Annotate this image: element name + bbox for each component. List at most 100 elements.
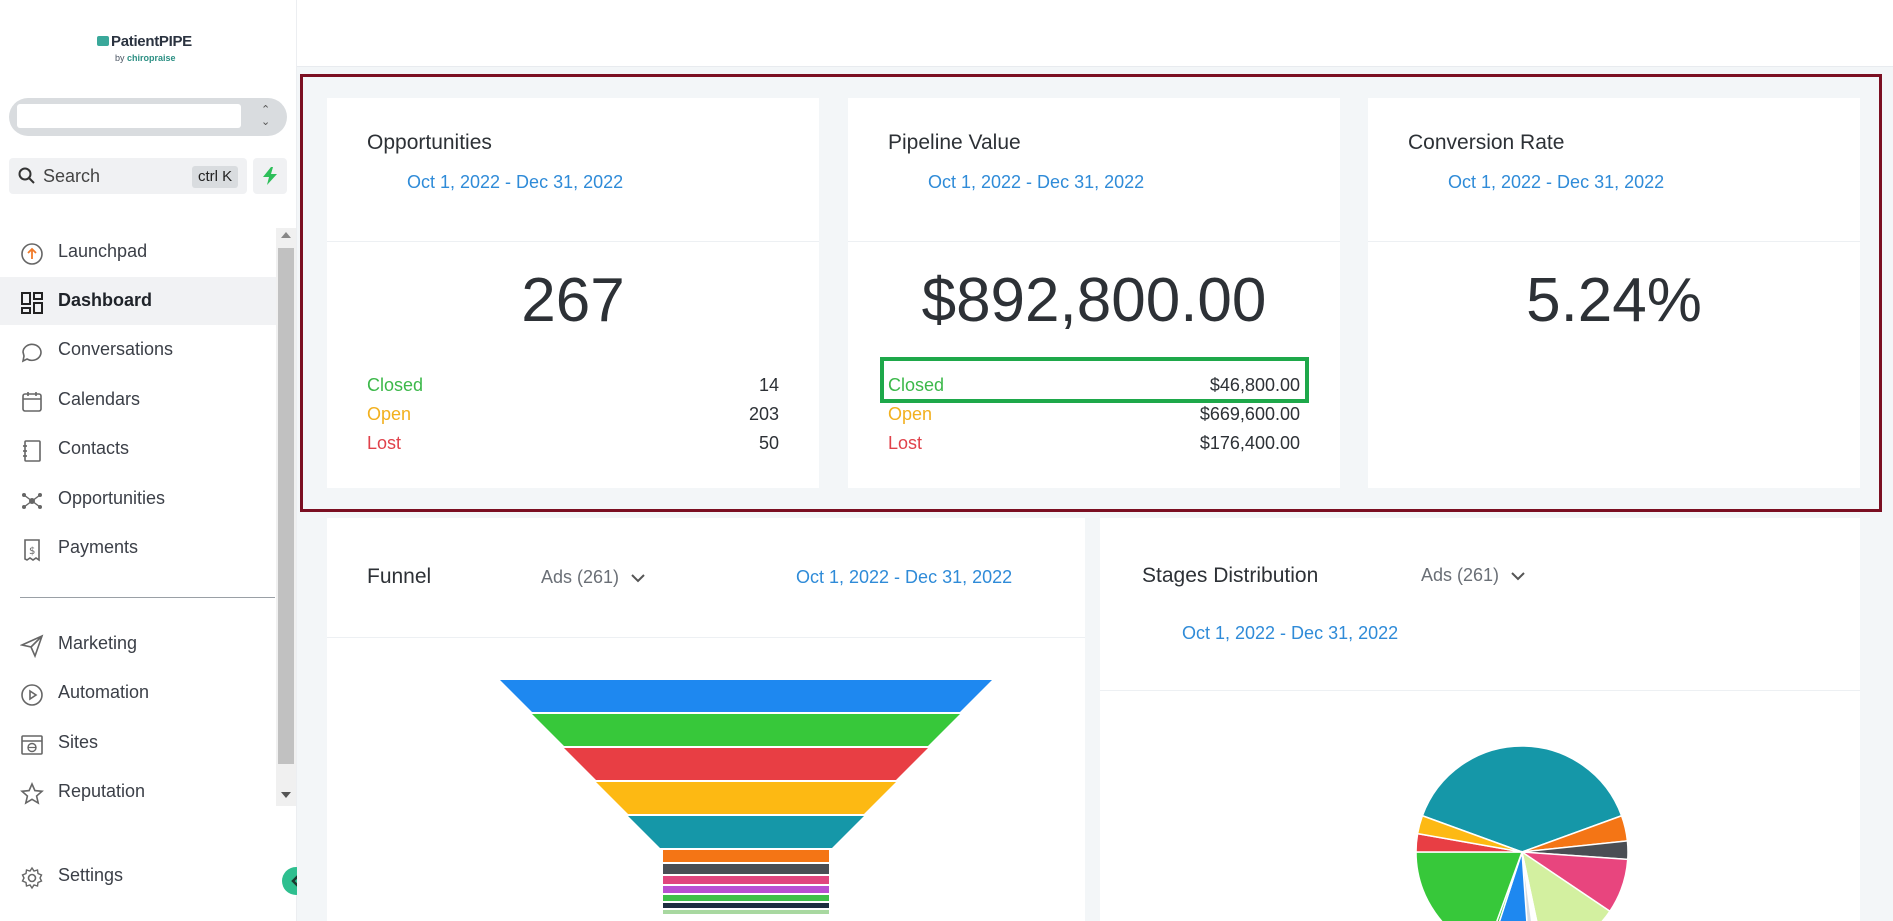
- quick-actions-button[interactable]: [253, 158, 287, 194]
- funnel-stage-11[interactable]: [663, 903, 829, 908]
- sidebar-item-label: Payments: [58, 537, 139, 557]
- closed-row: Closed 14: [367, 375, 779, 399]
- open-label: Open: [888, 404, 933, 424]
- date-range-link[interactable]: Oct 1, 2022 - Dec 31, 2022: [928, 172, 1145, 192]
- pie-slice-8[interactable]: [1489, 851, 1529, 921]
- sidebar-scrollbar[interactable]: [276, 228, 296, 806]
- card-title: Stages Distribution: [1142, 564, 1319, 587]
- funnel-stage-10[interactable]: [663, 895, 829, 901]
- funnel-stage-7[interactable]: [663, 864, 829, 874]
- sidebar-item-label: Reputation: [58, 781, 146, 801]
- closed-value: 14: [758, 375, 779, 395]
- sidebar-item-dashboard[interactable]: Dashboard: [0, 277, 276, 325]
- send-plane-icon: [20, 634, 44, 658]
- lost-value: $176,400.00: [1199, 433, 1300, 453]
- funnel-stage-6[interactable]: [663, 850, 829, 862]
- funnel-stage-1[interactable]: [500, 680, 992, 712]
- search-button[interactable]: Search ctrl K: [9, 158, 247, 194]
- opportunities-network-icon: [22, 493, 42, 509]
- sidebar-item-label: Automation: [58, 682, 150, 702]
- date-range-link[interactable]: Oct 1, 2022 - Dec 31, 2022: [407, 172, 624, 192]
- brand-sub-prefix: by: [115, 53, 125, 63]
- sidebar-item-reputation[interactable]: Reputation: [0, 768, 276, 816]
- gear-icon: [21, 866, 43, 890]
- opportunities-total: 267: [521, 266, 625, 335]
- svg-text:$: $: [29, 546, 35, 557]
- sidebar-item-launchpad[interactable]: Launchpad: [0, 228, 276, 276]
- date-range-link[interactable]: Oct 1, 2022 - Dec 31, 2022: [796, 567, 1013, 587]
- calendar-icon: [22, 392, 42, 412]
- scroll-down-arrow-icon[interactable]: [281, 792, 291, 798]
- date-range-link[interactable]: Oct 1, 2022 - Dec 31, 2022: [1182, 623, 1399, 643]
- sidebar-item-label: Contacts: [58, 438, 130, 458]
- card-title: Funnel: [367, 565, 432, 588]
- pie-slice-5[interactable]: [1520, 850, 1611, 921]
- conversion-rate-value: 5.24%: [1526, 266, 1702, 335]
- highlight-box-closed-value: [880, 357, 1309, 403]
- lost-label: Lost: [367, 433, 402, 453]
- funnel-stage-2[interactable]: [532, 714, 960, 746]
- pipeline-total: $892,800.00: [921, 266, 1267, 335]
- card-separator: [1368, 241, 1860, 242]
- sidebar-item-label: Sites: [58, 732, 99, 752]
- conversion-rate-card: Conversion Rate Oct 1, 2022 - Dec 31, 20…: [1368, 98, 1860, 488]
- card-title: Pipeline Value: [888, 131, 1021, 154]
- pie-slice-12[interactable]: [1416, 814, 1523, 853]
- logo-chat-icon: [97, 36, 109, 46]
- sidebar-item-payments[interactable]: $ Payments: [0, 524, 276, 572]
- funnel-stage-8[interactable]: [663, 876, 829, 884]
- sidebar-item-opportunities[interactable]: Opportunities: [0, 475, 276, 523]
- closed-label: Closed: [367, 375, 424, 395]
- funnel-stage-9[interactable]: [663, 886, 829, 893]
- sidebar-item-conversations[interactable]: Conversations: [0, 326, 276, 374]
- funnel-stage-4[interactable]: [596, 782, 896, 814]
- dashboard-grid-icon: [21, 292, 43, 314]
- pie-slice-7[interactable]: [1521, 851, 1537, 921]
- sidebar-item-automation[interactable]: Automation: [0, 669, 276, 717]
- sidebar-item-calendars[interactable]: Calendars: [0, 376, 276, 424]
- pipeline-dropdown-label: Ads (261): [541, 567, 620, 587]
- pie-slice-1[interactable]: [1421, 745, 1623, 853]
- search-shortcut-badge: ctrl K: [192, 166, 239, 188]
- funnel-stage-3[interactable]: [564, 748, 928, 780]
- card-separator: [1100, 690, 1860, 691]
- sidebar-item-label: Dashboard: [58, 290, 153, 310]
- pipeline-dropdown[interactable]: Ads (261): [541, 567, 645, 588]
- search-icon: [18, 167, 35, 184]
- sidebar-item-contacts[interactable]: Contacts: [0, 425, 276, 473]
- sidebar-item-label: Settings: [58, 865, 124, 885]
- scroll-up-arrow-icon[interactable]: [281, 232, 291, 238]
- sidebar-item-marketing[interactable]: Marketing: [0, 620, 276, 668]
- account-switcher[interactable]: ⌃ ⌄: [9, 98, 287, 136]
- brand-logo[interactable]: PatientPIPE by chiropraise: [97, 33, 207, 73]
- updown-chevron-icon: ⌃ ⌄: [261, 104, 271, 128]
- sidebar-divider: [20, 597, 275, 598]
- funnel-stage-5[interactable]: [628, 816, 864, 848]
- pie-slice-10[interactable]: [1415, 851, 1524, 921]
- pipeline-value-card: Pipeline Value Oct 1, 2022 - Dec 31, 202…: [848, 98, 1340, 488]
- scrollbar-thumb[interactable]: [278, 248, 294, 764]
- brand-name: PatientPIPE: [111, 33, 192, 50]
- highlight-box-summary-cards: [300, 74, 1882, 512]
- closed-label: Closed: [888, 375, 945, 395]
- play-circle-icon: [21, 684, 43, 706]
- sidebar-item-label: Conversations: [58, 339, 174, 359]
- closed-value: $46,800.00: [1209, 375, 1300, 395]
- sidebar-item-settings[interactable]: Settings: [0, 852, 276, 900]
- lost-label: Lost: [888, 433, 923, 453]
- date-range-link[interactable]: Oct 1, 2022 - Dec 31, 2022: [1448, 172, 1665, 192]
- account-switcher-field[interactable]: [17, 104, 241, 128]
- opportunities-card: Opportunities Oct 1, 2022 - Dec 31, 2022…: [327, 98, 819, 488]
- chevron-down-icon: [631, 567, 645, 588]
- open-label: Open: [367, 404, 412, 424]
- card-title: Conversion Rate: [1408, 131, 1565, 154]
- open-row: Open $669,600.00: [888, 404, 1300, 428]
- sidebar-item-label: Calendars: [58, 389, 141, 409]
- funnel-stage-12[interactable]: [663, 910, 829, 914]
- stages-distribution-card: Stages Distribution Ads (261) Oct 1, 202…: [1100, 518, 1860, 921]
- card-separator: [327, 637, 1085, 638]
- funnel-card: Funnel Ads (261) Oct 1, 2022 - Dec 31, 2…: [327, 518, 1085, 921]
- sidebar-item-sites[interactable]: Sites: [0, 719, 276, 767]
- lost-row: Lost 50: [367, 433, 779, 457]
- pipeline-dropdown[interactable]: Ads (261): [1421, 565, 1525, 586]
